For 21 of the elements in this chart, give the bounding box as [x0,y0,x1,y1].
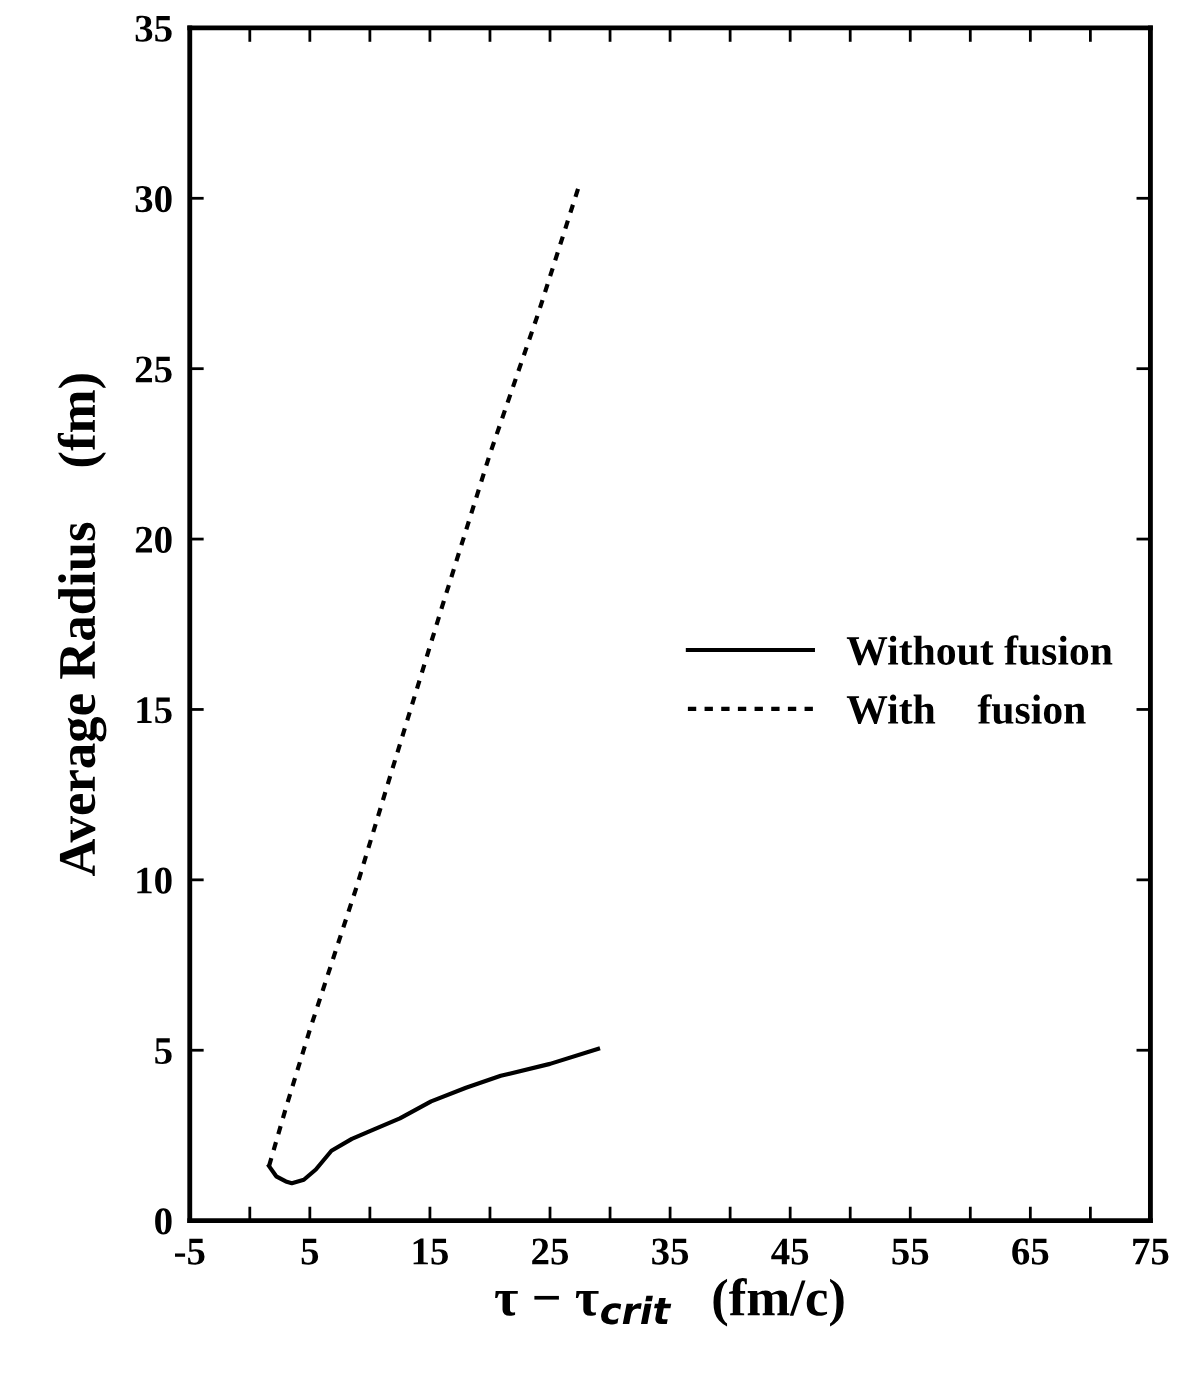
y-tick-label: 15 [137,697,172,724]
y-tick-label: 30 [135,185,172,213]
x-tick-label: -5 [174,1238,205,1265]
x-tick-label: 55 [892,1238,929,1265]
x-tick-label: 15 [413,1238,448,1265]
y-tick-label: 35 [135,15,172,42]
x-tick-label: 25 [532,1238,569,1265]
x-tick-label: 75 [1133,1238,1169,1265]
x-tick-label: 45 [771,1238,809,1265]
y-tick-label: 10 [137,867,172,894]
x-tick-label: 35 [652,1238,689,1265]
x-tick-label: 65 [1012,1238,1049,1265]
y-tick-label: 20 [135,526,172,553]
y-axis-title: Average Radius (fm) [57,374,107,877]
y-tick-label: 0 [155,1208,172,1235]
x-axis-title: τ − τ$_{crit}$ (fm/c) [495,1278,844,1327]
y-tick-label: 5 [155,1038,172,1065]
y-tick-label: 25 [135,356,172,383]
legend-label: With fusion [846,694,1086,725]
legend-label: Without fusion [846,635,1113,666]
x-tick-label: 5 [301,1238,319,1265]
